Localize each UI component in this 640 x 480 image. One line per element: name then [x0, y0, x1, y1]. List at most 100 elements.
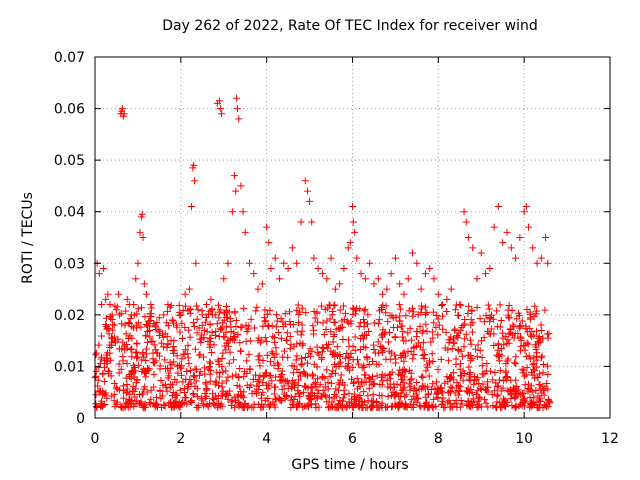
data-point [404, 347, 412, 355]
data-point [509, 384, 517, 392]
data-point [146, 333, 154, 341]
data-point [236, 365, 244, 373]
data-point [157, 377, 165, 385]
data-point [144, 327, 152, 335]
data-point [219, 368, 227, 376]
data-point [138, 356, 146, 364]
data-point [298, 321, 306, 329]
data-point [341, 309, 349, 317]
data-point [455, 312, 463, 320]
data-point [317, 302, 325, 310]
data-point [103, 324, 111, 332]
data-point [526, 310, 534, 318]
data-point [110, 380, 118, 388]
data-point [191, 345, 199, 353]
data-point [416, 343, 424, 351]
data-point [387, 375, 395, 383]
data-point [344, 336, 352, 344]
data-point [537, 398, 545, 406]
data-point [400, 357, 408, 365]
data-point [341, 403, 349, 411]
data-point [534, 404, 542, 412]
data-point [476, 385, 484, 393]
data-point [193, 329, 201, 337]
data-point [545, 330, 553, 338]
data-point [345, 398, 353, 406]
data-point [243, 369, 251, 377]
data-point [460, 343, 468, 351]
data-point [95, 270, 103, 278]
data-point [490, 341, 498, 349]
data-point [361, 275, 369, 283]
data-point [468, 328, 476, 336]
data-point [245, 322, 253, 330]
data-point [315, 389, 323, 397]
data-point [203, 401, 211, 409]
data-point [123, 388, 131, 396]
data-point [279, 353, 287, 361]
data-point [237, 391, 245, 399]
data-point [503, 376, 511, 384]
data-point [329, 307, 337, 315]
data-point [469, 395, 477, 403]
data-point [361, 398, 369, 406]
data-point [118, 320, 126, 328]
data-point [190, 322, 198, 330]
y-tick-label: 0.04 [54, 205, 85, 221]
data-point [313, 309, 321, 317]
data-point [145, 322, 153, 330]
data-point [505, 313, 513, 321]
data-point [308, 389, 316, 397]
data-point [442, 328, 450, 336]
data-point [514, 309, 522, 317]
data-point [176, 328, 184, 336]
data-point [325, 340, 333, 348]
data-point [486, 315, 494, 323]
data-point [382, 309, 390, 317]
data-point [252, 307, 260, 315]
data-point [106, 301, 114, 309]
data-point [450, 339, 458, 347]
data-point [159, 381, 167, 389]
data-point [461, 320, 469, 328]
data-point [191, 365, 199, 373]
data-point [134, 259, 142, 267]
data-point [539, 369, 547, 377]
data-point [425, 372, 433, 380]
data-point [458, 323, 466, 331]
data-point [468, 355, 476, 363]
data-point [352, 401, 360, 409]
data-point [464, 234, 472, 241]
data-point [304, 359, 312, 367]
data-point [378, 392, 386, 400]
data-point [412, 386, 420, 394]
data-point [235, 115, 243, 123]
data-point [504, 355, 512, 363]
data-point [500, 377, 508, 385]
data-point [272, 344, 280, 352]
data-point [473, 353, 481, 361]
data-point [271, 403, 279, 411]
data-point [248, 390, 256, 398]
data-point [226, 348, 234, 356]
data-point [375, 316, 383, 324]
data-point [218, 110, 226, 118]
data-point [110, 390, 118, 398]
data-point [262, 369, 270, 377]
data-point [230, 172, 238, 180]
data-point [243, 381, 251, 389]
data-point [168, 392, 176, 400]
data-point [266, 306, 274, 314]
data-point [395, 301, 403, 309]
data-point [533, 327, 541, 335]
data-point [534, 374, 542, 382]
data-point [192, 259, 200, 267]
data-point [231, 336, 239, 344]
x-tick-label: 6 [348, 431, 357, 447]
data-point [335, 400, 343, 408]
data-point [199, 400, 207, 408]
data-point [99, 370, 107, 378]
data-point [344, 319, 352, 327]
data-point [252, 371, 260, 379]
data-point [126, 315, 134, 323]
